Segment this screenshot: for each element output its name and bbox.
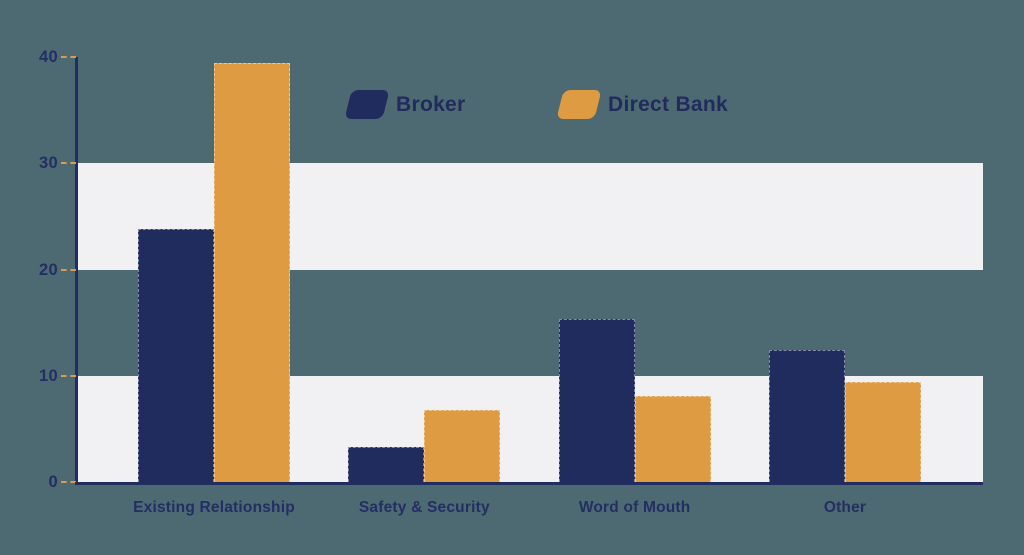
bar-broker-existing-relationship [138,229,214,482]
y-tick-mark-10 [61,374,76,377]
y-tick-label-0: 0 [48,473,58,491]
y-tick-label-10: 10 [39,366,58,385]
x-category-label-other: Other [823,499,867,516]
y-tick-label-40: 40 [39,48,58,66]
legend-item-broker: Broker [344,90,466,119]
legend-item-direct-bank: Direct Bank [556,90,729,119]
bar-direct-bank-word-of-mouth [634,395,711,482]
x-category-label-existing-relationship: Existing Relationship [133,499,295,516]
y-tick-mark-20 [61,268,76,271]
bar-direct-bank-existing-relationship [214,63,290,482]
x-category-label-word-of-mouth: Word of Mouth [578,499,691,516]
bar-broker-word-of-mouth [558,319,635,482]
bar-direct-bank-safety-security [424,409,501,482]
plot-area [75,57,983,485]
legend-label-direct-bank: Direct Bank [608,92,729,116]
y-tick-mark-0 [61,481,76,483]
y-axis-line [75,57,78,485]
x-category-label-safety-security: Safety & Security [358,499,490,516]
x-axis-line [75,482,983,485]
legend-label-broker: Broker [396,92,466,116]
y-tick-mark-40 [61,56,76,58]
y-tick-label-20: 20 [39,260,58,279]
bar-broker-safety-security [348,446,425,482]
y-tick-label-30: 30 [39,154,58,173]
bar-direct-bank-other [844,382,921,482]
y-tick-mark-30 [61,162,76,165]
bar-broker-other [768,350,845,482]
